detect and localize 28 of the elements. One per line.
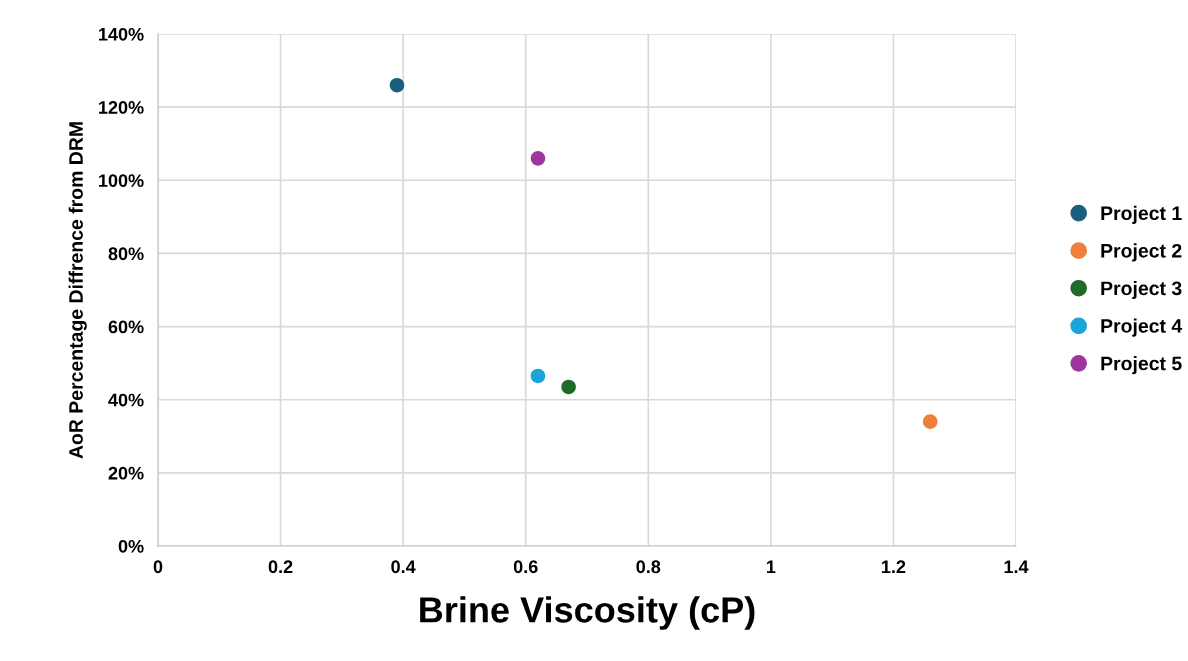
- y-axis-title: AoR Percentage Diffrence from DRM: [68, 122, 87, 459]
- x-tick-label: 1.4: [1004, 560, 1029, 573]
- x-tick-label: 0.4: [391, 560, 416, 574]
- x-tick-label: 0.2: [268, 560, 293, 574]
- y-tick-label: 140%: [99, 27, 144, 41]
- x-tick-label: 0: [153, 560, 163, 574]
- x-tick-label: 1.2: [882, 560, 906, 573]
- x-axis-title: Brine Viscosity (cP): [420, 596, 755, 630]
- legend-label: Project 4: [1101, 318, 1183, 337]
- y-tick-label: 60%: [108, 320, 144, 334]
- y-tick-label: 0%: [118, 539, 144, 553]
- legend-label: Project 5: [1101, 356, 1182, 375]
- x-tick-label: 0.6: [513, 560, 538, 574]
- legend-label: Project 1: [1101, 205, 1182, 224]
- x-tick-label: 0.8: [636, 560, 661, 574]
- y-tick-label: 80%: [108, 247, 144, 261]
- y-tick-label: 40%: [108, 393, 144, 407]
- y-tick-label: 120%: [99, 101, 144, 114]
- point: [561, 379, 576, 395]
- point: [922, 414, 938, 429]
- y-tick-label: 20%: [108, 466, 144, 480]
- x-tick-label: 1: [766, 560, 776, 573]
- legend-label: Project 3: [1101, 280, 1182, 300]
- point: [389, 77, 405, 93]
- point: [530, 151, 546, 166]
- point: [530, 368, 546, 384]
- legend-label: Project 2: [1101, 243, 1182, 262]
- y-tick-label: 100%: [99, 174, 144, 188]
